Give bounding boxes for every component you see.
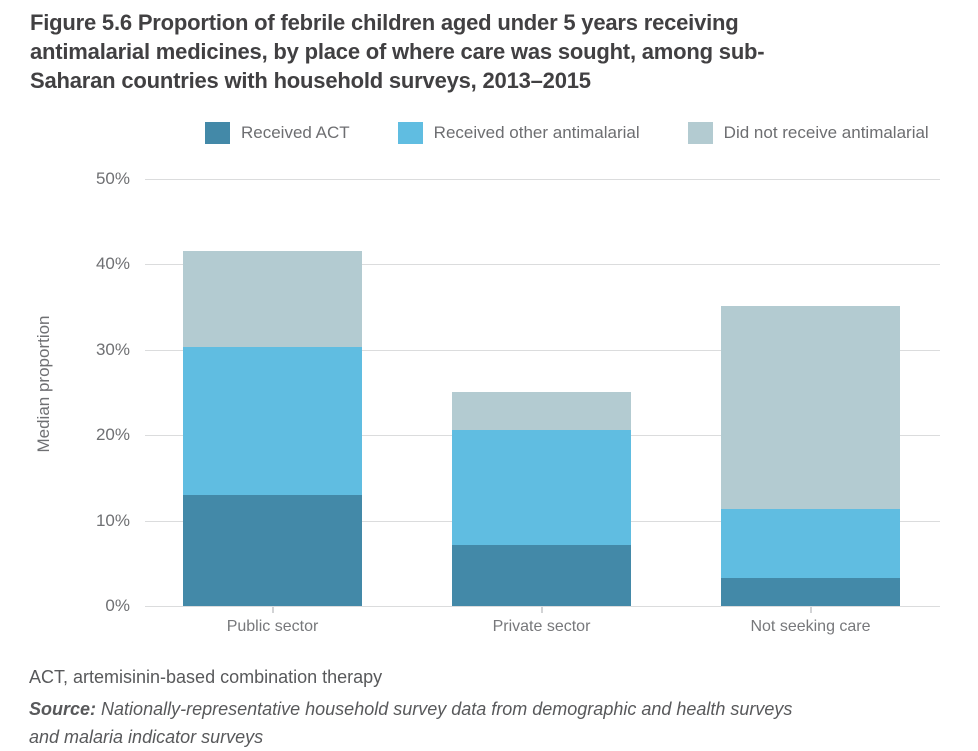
y-tick-label-50: 50% xyxy=(95,169,130,188)
legend-label: Received ACT xyxy=(241,123,350,142)
source-text-line-2: and malaria indicator surveys xyxy=(29,727,264,747)
bar-segment-did-not-receive-antimalarial xyxy=(721,306,900,509)
x-tick-mark xyxy=(540,606,543,613)
bar-segment-did-not-receive-antimalarial xyxy=(452,391,631,431)
figure-title-line-1: Figure 5.6 Proportion of febrile childre… xyxy=(30,10,739,35)
gridline-0 xyxy=(145,606,940,607)
y-tick-label-40: 40% xyxy=(95,254,130,274)
source-text-line-1: Nationally-representative household surv… xyxy=(101,699,793,719)
bar-segment-received-other-antimalarial xyxy=(452,430,631,545)
y-axis-title: Median proportion xyxy=(34,315,53,453)
act-abbreviation-note: ACT, artemisinin-based combination thera… xyxy=(29,667,383,687)
chart-plot-area: 0% 10% 20% 30% 40% 50% Public sector Private se… xyxy=(96,169,940,635)
figure-title-line-3: Saharan countries with household surveys… xyxy=(30,68,591,93)
source-note: Source: Nationally-representative househ… xyxy=(29,695,959,751)
bar-segment-received-act xyxy=(452,544,631,606)
y-tick-label-0: 0% xyxy=(105,596,130,615)
figure-footnotes: ACT, artemisinin-based combination thera… xyxy=(29,663,959,751)
x-category-label-private-sector: Private sector xyxy=(492,618,591,635)
x-tick-mark xyxy=(809,606,812,613)
x-tick-mark xyxy=(271,606,274,613)
bar-segment-did-not-receive-antimalarial xyxy=(183,250,362,348)
bar-segment-received-other-antimalarial xyxy=(721,508,900,578)
bar-public-sector xyxy=(183,179,362,606)
x-category-label-public-sector: Public sector xyxy=(226,618,319,635)
legend-swatch-icon xyxy=(687,122,713,144)
y-tick-label-20: 20% xyxy=(95,425,130,445)
bar-segment-received-other-antimalarial xyxy=(183,347,362,495)
gridline-30 xyxy=(145,349,940,351)
legend-item-1: Received ACT xyxy=(205,122,350,144)
bar-segment-received-act xyxy=(721,577,900,606)
bar-segment-received-act xyxy=(183,494,362,606)
source-label: Source: xyxy=(29,699,97,719)
legend-swatch-icon xyxy=(205,122,230,144)
legend-label: Did not receive antimalarial xyxy=(723,123,929,142)
figure-title: Figure 5.6 Proportion of febrile childre… xyxy=(30,8,960,95)
bar-not-seeking-care xyxy=(721,179,900,606)
y-tick-label-10: 10% xyxy=(95,510,130,530)
legend-label: Received other antimalarial xyxy=(433,123,640,142)
legend-item-3: Did not receive antimalarial xyxy=(687,122,929,144)
chart-legend: Received ACT Received other antimalarial D… xyxy=(205,122,929,144)
gridline-50 xyxy=(145,179,940,180)
x-category-label-not-seeking-care: Not seeking care xyxy=(750,618,871,635)
bar-private-sector xyxy=(452,179,631,606)
legend-item-2: Received other antimalarial xyxy=(397,122,640,144)
y-tick-label-30: 30% xyxy=(95,339,130,359)
legend-swatch-icon xyxy=(397,122,423,144)
gridline-40 xyxy=(145,264,940,266)
figure-title-line-2: antimalarial medicines, by place of wher… xyxy=(30,39,765,64)
